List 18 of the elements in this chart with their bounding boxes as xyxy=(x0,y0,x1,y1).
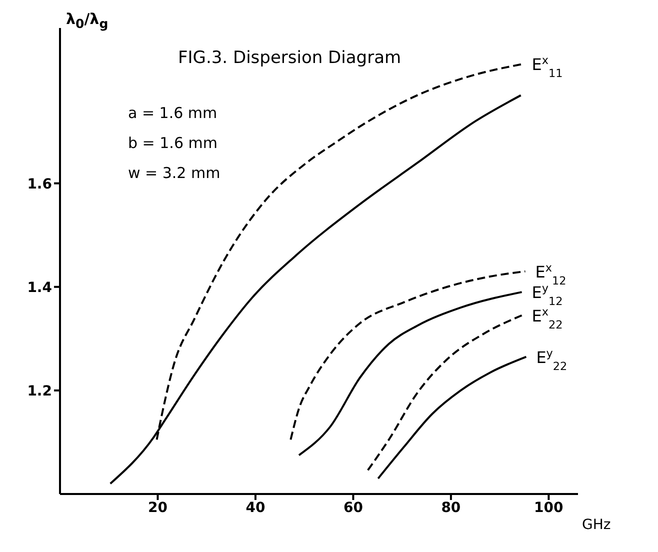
x-tick-label: 40 xyxy=(246,500,266,516)
x-axis-title: GHz xyxy=(582,516,611,533)
x-tick-label: 100 xyxy=(534,500,564,516)
y-tick-label: 1.4 xyxy=(27,280,52,296)
annotation: w = 3.2 mm xyxy=(128,163,220,184)
x-tick-label: 60 xyxy=(343,500,364,516)
line-series xyxy=(366,314,523,472)
line-series xyxy=(377,356,528,480)
y-tick-label: 1.6 xyxy=(27,176,52,192)
y-tick-label: 1.2 xyxy=(27,383,52,400)
annotation: b = 1.6 mm xyxy=(128,133,218,154)
x-tick-label: 20 xyxy=(148,500,168,516)
x-tick-label: 80 xyxy=(441,500,461,516)
line-series xyxy=(290,270,526,441)
text: FIG.3. Dispersion Diagram xyxy=(178,48,402,68)
annotation: a = 1.6 mm xyxy=(128,103,218,124)
line-series xyxy=(298,291,523,456)
y-axis-title: λ$_{0}$/λ$_{g}$ xyxy=(66,10,108,31)
